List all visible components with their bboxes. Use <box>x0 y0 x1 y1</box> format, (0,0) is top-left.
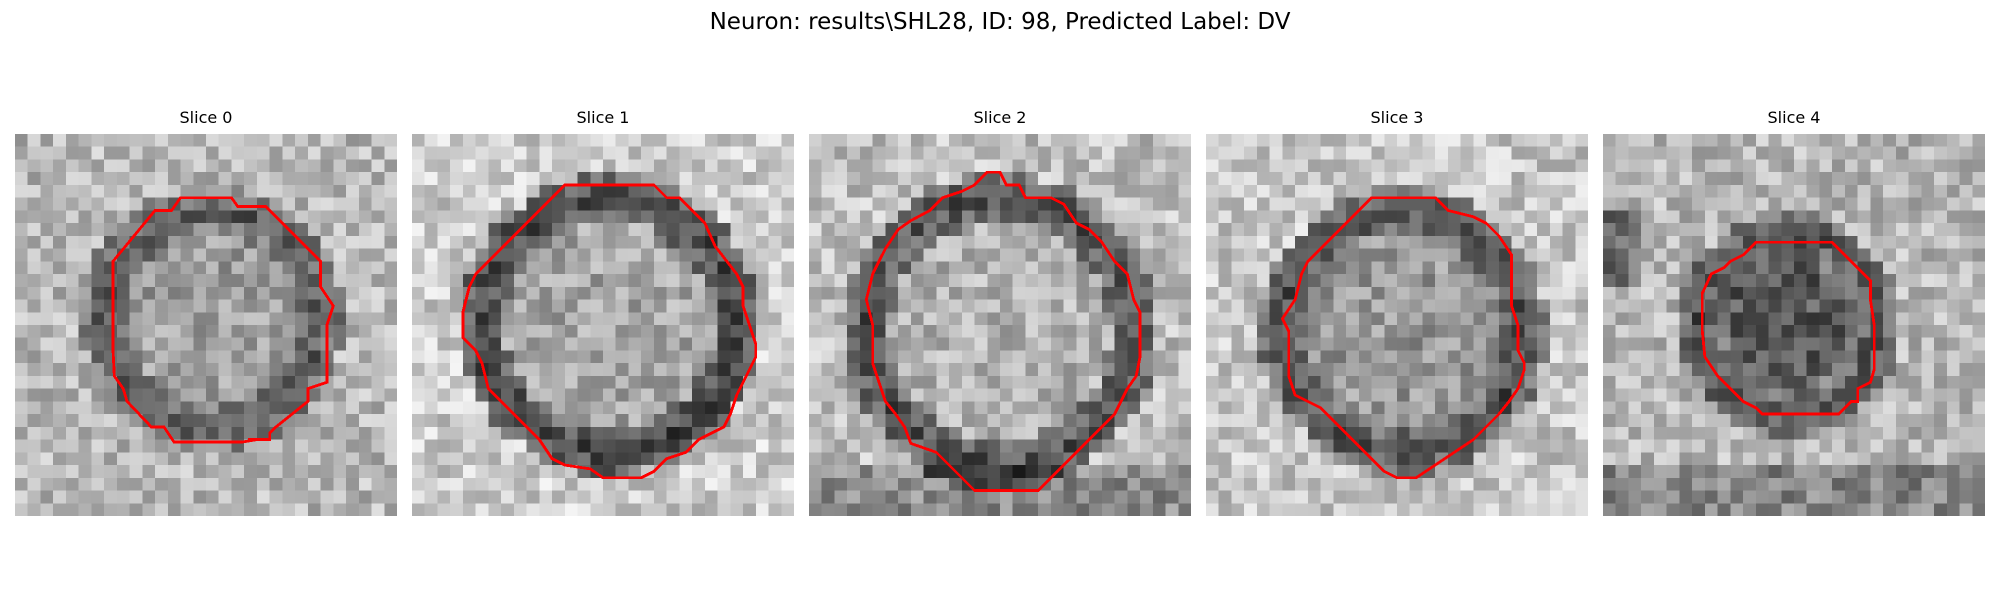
slice-image-0 <box>15 134 397 516</box>
slice-panel-1: Slice 1 <box>412 108 794 518</box>
slice-image-4 <box>1603 134 1985 516</box>
slice-title-3: Slice 3 <box>1370 108 1424 127</box>
roi-contour-0 <box>111 196 335 444</box>
slice-title-4: Slice 4 <box>1767 108 1821 127</box>
slice-image-1 <box>412 134 794 516</box>
slice-title-0: Slice 0 <box>179 108 233 127</box>
slice-panel-4: Slice 4 <box>1603 108 1985 518</box>
slice-panel-3: Slice 3 <box>1206 108 1588 518</box>
slice-title-1: Slice 1 <box>576 108 630 127</box>
roi-contour-3 <box>1280 196 1526 480</box>
slice-title-2: Slice 2 <box>973 108 1027 127</box>
roi-contour-2 <box>864 170 1142 492</box>
microscopy-pixels-0 <box>15 134 397 516</box>
microscopy-pixels-3 <box>1206 134 1588 516</box>
slice-image-2 <box>809 134 1191 516</box>
roi-contour-4 <box>1700 240 1876 416</box>
microscopy-pixels-1 <box>412 134 794 516</box>
roi-contour-1 <box>461 183 758 480</box>
figure-title: Neuron: results\SHL28, ID: 98, Predicted… <box>709 9 1291 35</box>
microscopy-pixels-2 <box>809 134 1191 516</box>
microscopy-pixels-4 <box>1603 134 1985 516</box>
slice-panel-0: Slice 0 <box>15 108 397 518</box>
slice-image-3 <box>1206 134 1588 516</box>
slice-panel-2: Slice 2 <box>809 108 1191 518</box>
